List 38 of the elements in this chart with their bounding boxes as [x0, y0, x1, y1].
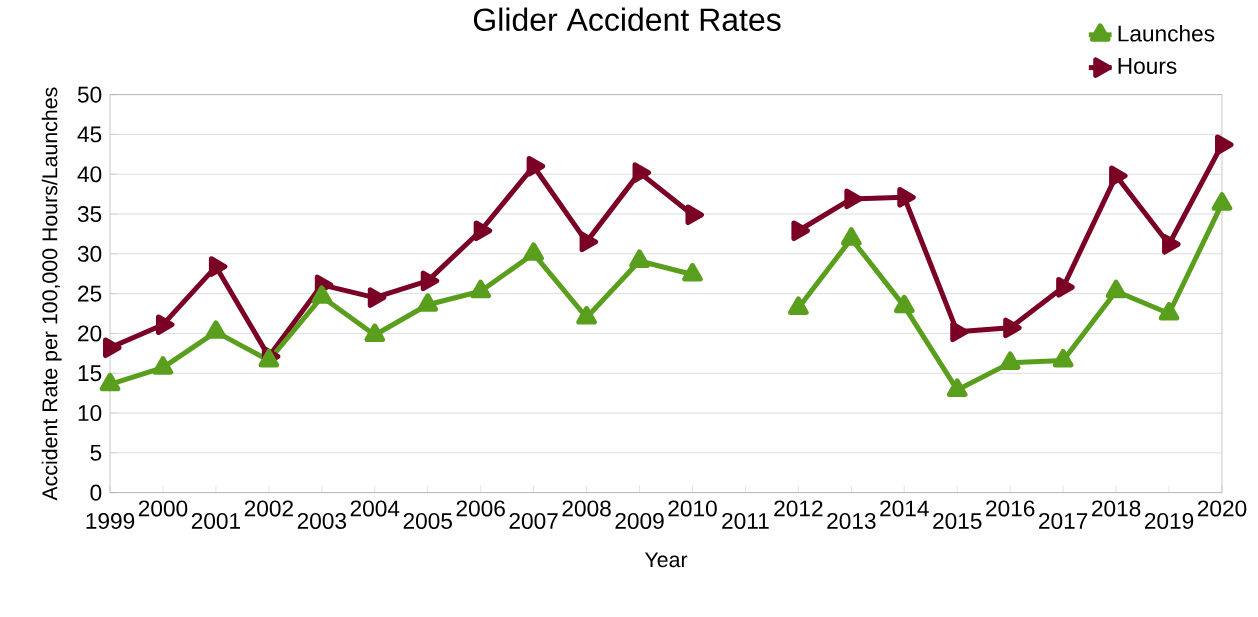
x-axis-title: Year: [644, 552, 688, 568]
y-axis-title: Accident Rate per 100,000 Hours/Launches: [41, 87, 62, 501]
chart-title: Glider Accident Rates: [473, 7, 781, 32]
x-tick-label: 2010: [668, 500, 717, 517]
y-tick-label: 40: [77, 166, 102, 183]
x-tick-label: 2002: [244, 500, 293, 517]
x-tick-label: 1999: [86, 513, 135, 530]
x-tick-label: 2001: [191, 513, 241, 530]
y-tick-label: 5: [90, 445, 102, 461]
y-tick-label: 50: [77, 86, 102, 103]
y-tick-label: 10: [78, 405, 102, 422]
y-tick-label: 0: [90, 484, 102, 501]
x-tick-label: 2003: [297, 513, 347, 530]
x-tick-label: 2004: [350, 500, 400, 517]
y-tick-label: 45: [77, 126, 102, 143]
y-tick-label: 15: [78, 365, 102, 382]
y-tick-label: 25: [78, 285, 102, 302]
legend-label: Launches: [1118, 25, 1215, 42]
x-tick-label: 2015: [933, 513, 982, 530]
y-tick-label: 20: [78, 325, 102, 342]
x-tick-label: 2007: [509, 513, 558, 530]
y-tick-label: 30: [77, 245, 102, 263]
x-tick-label: 2018: [1092, 500, 1141, 517]
x-tick-label: 2008: [562, 500, 611, 517]
x-tick-label: 2012: [774, 500, 823, 517]
x-tick-label: 2016: [986, 500, 1035, 517]
x-tick-label: 2000: [138, 500, 188, 517]
x-tick-label: 2019: [1144, 513, 1194, 530]
legend-label: Hours: [1118, 58, 1177, 75]
x-tick-label: 2020: [1197, 500, 1247, 517]
x-tick-label: 2014: [880, 500, 929, 517]
y-tick-label: 35: [77, 206, 102, 223]
x-tick-label: 2013: [827, 513, 876, 530]
x-tick-label: 2017: [1039, 513, 1088, 530]
x-tick-label: 2006: [456, 500, 505, 517]
x-tick-label: 2009: [615, 513, 664, 530]
x-tick-label: 2011: [722, 513, 769, 530]
x-tick-label: 2005: [403, 513, 452, 530]
